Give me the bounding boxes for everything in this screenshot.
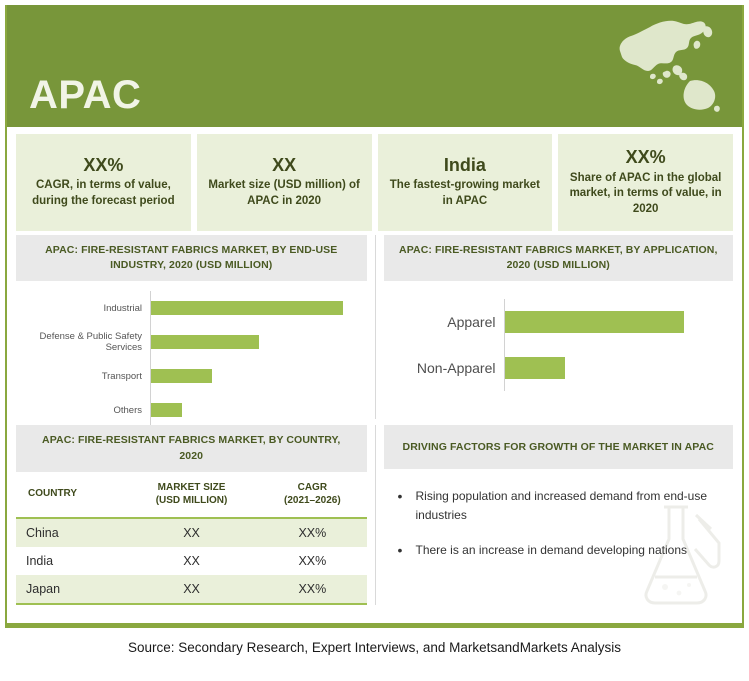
cell-cagr: XX% — [298, 553, 327, 568]
driver-text: There is an increase in demand developin… — [415, 542, 688, 557]
cell-country: China — [16, 517, 125, 547]
bottom-row: APAC: FIRE-RESISTANT FABRICS MARKET, BY … — [7, 419, 742, 605]
infographic-card: APAC XX% CAGR, in t — [5, 5, 744, 628]
source-footer: Source: Secondary Research, Expert Inter… — [128, 640, 621, 655]
bar-transport — [151, 369, 213, 384]
bar-label: Industrial — [103, 302, 142, 314]
end-use-panel: APAC: FIRE-RESISTANT FABRICS MARKET, BY … — [16, 235, 375, 428]
cell-market-size: XX — [124, 574, 259, 605]
kpi-description: The fastest-growing market in APAC — [389, 179, 540, 207]
drivers-list: • Rising population and increased demand… — [384, 469, 734, 605]
cell-cagr: XX% — [258, 517, 367, 547]
kpi-description: Market size (USD million) of APAC in 202… — [208, 179, 360, 207]
cell-country: India — [26, 553, 54, 568]
bar-label: Non-Apparel — [416, 359, 496, 376]
application-bar-chart: Apparel Non-Apparel — [384, 281, 734, 419]
column-header-line: (2021–2026) — [283, 494, 341, 506]
kpi-card-market-size: XX Market size (USD million) of APAC in … — [196, 134, 372, 232]
bar-label: Transport — [101, 370, 142, 382]
kpi-value: India — [443, 154, 486, 175]
application-chart-title: APAC: FIRE-RESISTANT FABRICS MARKET, BY … — [383, 235, 733, 282]
kpi-card-cagr: XX% CAGR, in terms of value, during the … — [16, 134, 191, 232]
list-item: • There is an increase in demand develop… — [390, 541, 728, 560]
drivers-title: DRIVING FACTORS FOR GROWTH OF THE MARKET… — [383, 425, 733, 470]
charts-row: APAC: FIRE-RESISTANT FABRICS MARKET, BY … — [7, 235, 742, 428]
column-header-market-size: MARKET SIZE (USD MILLION) — [124, 471, 259, 519]
apac-map-icon — [619, 20, 720, 112]
driver-text: Rising population and increased demand f… — [415, 489, 708, 523]
bar-track — [150, 393, 363, 428]
bar-label: Defense & Public Safety Services — [39, 330, 142, 354]
kpi-value: XX — [272, 154, 297, 175]
bar-track — [503, 345, 730, 392]
end-use-chart-title: APAC: FIRE-RESISTANT FABRICS MARKET, BY … — [16, 235, 367, 282]
region-banner: APAC — [7, 5, 742, 127]
bar-row: Apparel — [388, 299, 730, 346]
kpi-value: XX% — [83, 154, 124, 175]
cell-market-size: XX — [124, 517, 259, 547]
column-header-country: COUNTRY — [16, 471, 125, 519]
column-header-line: CAGR — [297, 481, 328, 493]
country-table-title: APAC: FIRE-RESISTANT FABRICS MARKET, BY … — [16, 425, 367, 472]
bar-label: Others — [113, 404, 142, 416]
cell-cagr: XX% — [258, 574, 367, 605]
bar-track — [150, 325, 363, 360]
page-title: APAC — [29, 73, 142, 117]
bar-defense-public-safety — [151, 335, 259, 350]
drivers-panel: DRIVING FACTORS FOR GROWTH OF THE MARKET… — [374, 425, 734, 605]
kpi-card-fastest-growing: India The fastest-growing market in APAC — [377, 134, 553, 232]
cell-country: Japan — [16, 574, 125, 605]
table-row: China XX XX% — [16, 517, 367, 547]
country-table: COUNTRY MARKET SIZE (USD MILLION) CAGR (… — [16, 471, 367, 605]
column-header-line: MARKET SIZE — [157, 481, 226, 493]
application-panel: APAC: FIRE-RESISTANT FABRICS MARKET, BY … — [374, 235, 734, 420]
bar-row: Others — [20, 393, 363, 428]
bar-others — [151, 403, 182, 418]
kpi-description: Share of APAC in the global market, in t… — [569, 171, 722, 215]
bar-track — [150, 359, 363, 394]
list-item: • Rising population and increased demand… — [390, 487, 728, 524]
kpi-value: XX% — [625, 147, 666, 167]
bar-row: Defense & Public Safety Services — [20, 325, 363, 360]
column-header-cagr: CAGR (2021–2026) — [258, 471, 367, 519]
bar-track — [503, 299, 730, 346]
bullet-icon: • — [397, 541, 403, 558]
cell-market-size: XX — [183, 553, 200, 568]
table-row: Japan XX XX% — [16, 574, 367, 605]
end-use-bar-chart: Industrial Defense & Public Safety Servi… — [16, 281, 367, 428]
table-row: India XX XX% — [16, 547, 367, 575]
bar-non-apparel — [504, 357, 566, 380]
bar-track — [150, 291, 363, 326]
country-panel: APAC: FIRE-RESISTANT FABRICS MARKET, BY … — [16, 425, 375, 605]
bar-row: Transport — [20, 359, 363, 394]
bullet-icon: • — [397, 488, 403, 505]
bar-industrial — [151, 301, 344, 316]
kpi-card-global-share: XX% Share of APAC in the global market, … — [558, 134, 733, 232]
bar-apparel — [504, 311, 685, 334]
table-header-row: COUNTRY MARKET SIZE (USD MILLION) CAGR (… — [16, 471, 367, 519]
bar-row: Industrial — [20, 291, 363, 326]
column-header-line: (USD MILLION) — [155, 494, 228, 506]
kpi-row: XX% CAGR, in terms of value, during the … — [7, 127, 742, 235]
bar-label: Apparel — [447, 313, 496, 330]
bar-row: Non-Apparel — [388, 345, 730, 392]
kpi-description: CAGR, in terms of value, during the fore… — [32, 179, 175, 207]
